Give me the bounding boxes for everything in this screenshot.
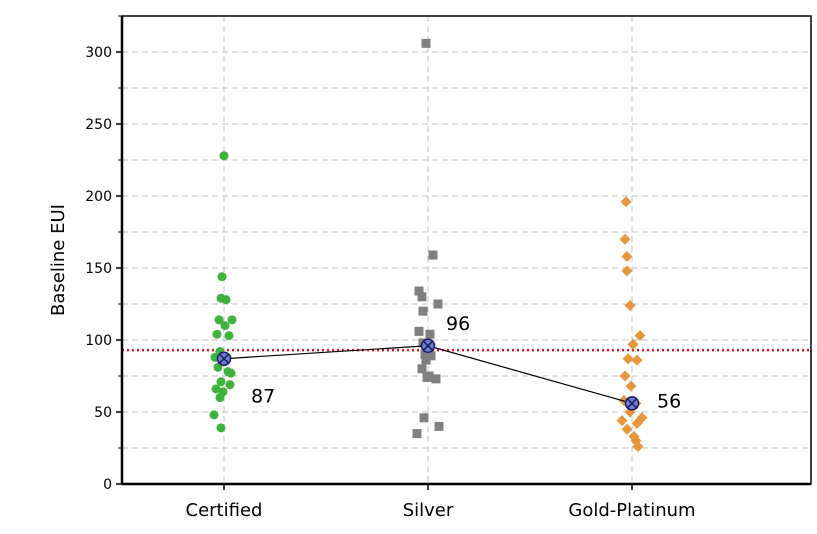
mean-marker-cross [626, 398, 638, 409]
y-tick-label: 300 [85, 45, 112, 61]
data-point [414, 286, 424, 296]
data-point [421, 38, 431, 48]
data-point [426, 351, 436, 361]
data-point [417, 364, 427, 374]
y-tick-label: 50 [94, 405, 112, 421]
data-points [209, 38, 648, 453]
data-point [211, 384, 221, 394]
data-point [622, 353, 634, 365]
x-tick-label: Silver [403, 500, 454, 521]
data-point [420, 349, 430, 359]
x-ticks: Certified Silver Gold-Platinum [186, 484, 696, 521]
data-point [217, 272, 227, 282]
mean-markers [216, 338, 640, 411]
data-point [619, 233, 631, 245]
mean-labels: 87 96 56 [251, 313, 681, 413]
data-point [216, 423, 226, 433]
data-point [627, 338, 639, 350]
data-point [425, 329, 435, 339]
data-point [224, 331, 234, 341]
data-point [216, 377, 226, 387]
x-tick-label: Gold-Platinum [568, 500, 695, 521]
mean-marker [624, 396, 640, 411]
data-point [417, 292, 427, 302]
y-tick-label: 100 [85, 333, 112, 349]
data-point [215, 393, 225, 403]
data-point [619, 370, 631, 382]
data-point [634, 330, 646, 342]
data-point [422, 372, 432, 382]
mean-label: 87 [251, 386, 275, 408]
y-axis-label: Baseline EUI [48, 204, 69, 316]
x-tick-label: Certified [186, 500, 263, 521]
data-point [621, 250, 633, 262]
y-tick-label: 200 [85, 189, 112, 205]
mean-marker [420, 338, 436, 354]
data-point [421, 355, 431, 365]
data-point [226, 368, 236, 378]
mean-marker-cross [218, 353, 230, 364]
y-tick-label: 0 [103, 477, 112, 493]
data-point [621, 423, 633, 435]
data-point [212, 329, 222, 339]
data-point [631, 418, 643, 430]
data-point [621, 265, 633, 277]
data-point [227, 315, 237, 325]
data-point [419, 413, 429, 423]
data-point [433, 299, 443, 309]
data-point [213, 362, 223, 372]
data-point [209, 410, 219, 420]
data-point [221, 295, 231, 305]
data-point [219, 151, 229, 161]
data-point [625, 380, 637, 392]
mean-marker [216, 351, 232, 366]
data-point [620, 196, 632, 208]
data-point [414, 326, 424, 336]
data-point [214, 315, 224, 325]
data-point [220, 321, 230, 331]
data-point [632, 441, 644, 453]
grid [122, 16, 811, 484]
mean-marker-cross [422, 340, 434, 351]
data-point [428, 250, 438, 260]
mean-label: 56 [657, 390, 681, 412]
y-ticks: 0 50 100 150 200 250 300 [85, 15, 122, 493]
data-point [624, 299, 636, 311]
y-tick-label: 250 [85, 117, 112, 133]
data-point [431, 374, 441, 384]
data-point [225, 380, 235, 390]
data-point [412, 429, 422, 439]
data-point [434, 421, 444, 431]
data-point [418, 306, 428, 316]
y-tick-label: 150 [85, 261, 112, 277]
data-point [616, 415, 628, 427]
data-point [631, 354, 643, 366]
mean-label: 96 [446, 313, 470, 335]
